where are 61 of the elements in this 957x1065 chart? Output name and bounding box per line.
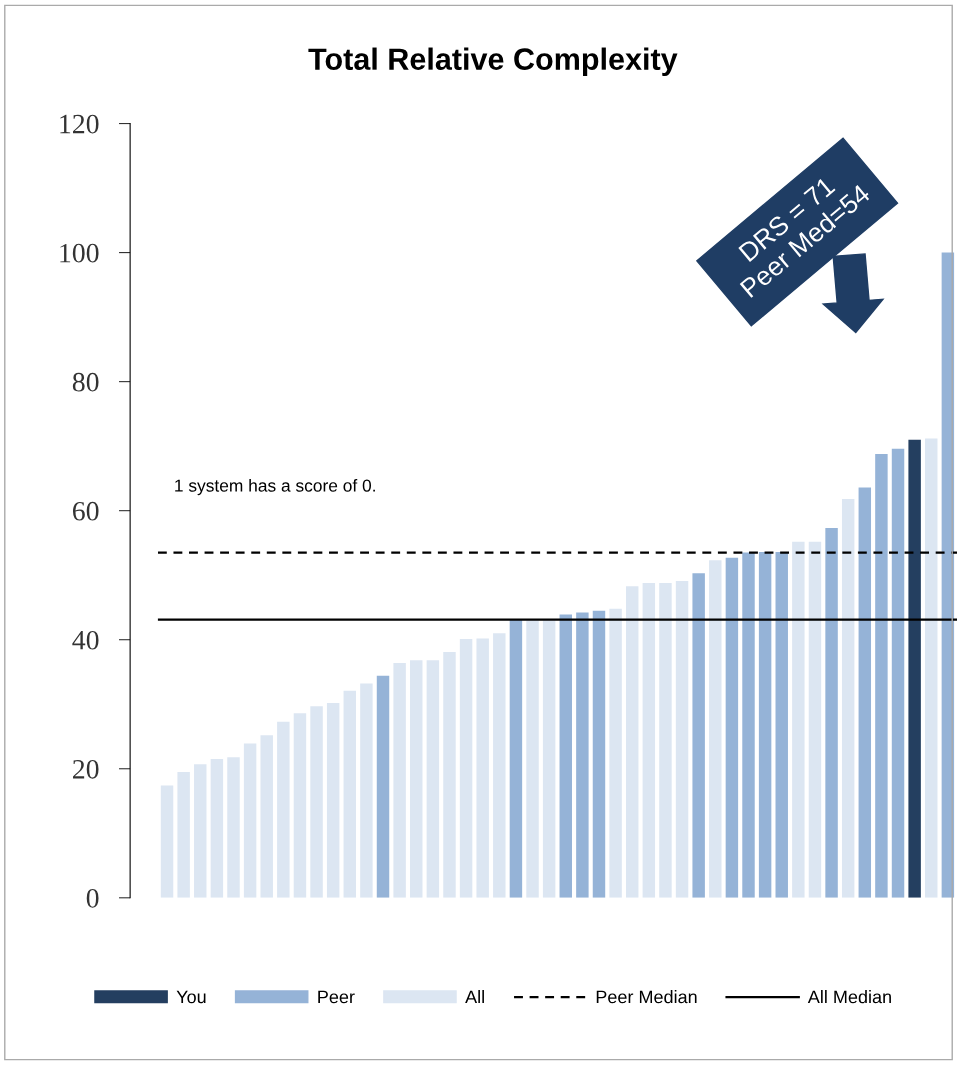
bar [841,499,855,898]
bar [792,541,805,898]
y-tick-label: 120 [60,114,99,134]
bar [260,735,273,898]
bar [891,448,905,898]
bar [393,662,406,898]
bar [758,551,772,898]
bar [443,651,456,898]
bar [692,573,705,898]
y-tick-label: 60 [72,501,99,521]
bar [177,771,190,898]
bar [609,608,622,898]
legend-label: All [465,990,484,1004]
bar [925,438,938,898]
bar [310,706,323,898]
bar [194,764,207,898]
y-tick-label: 40 [72,630,99,650]
bar [908,439,921,898]
bar [675,581,689,898]
bar [227,757,240,898]
chart-title: Total Relative Complexity [308,47,678,77]
bar [659,582,672,898]
y-tick-label: 80 [72,372,99,392]
bar [493,633,506,898]
bar [210,759,224,898]
legend-label: All Median [807,990,891,1004]
y-tick-label: 0 [86,888,99,908]
legend-label: You [176,990,206,1004]
bar [725,557,739,898]
legend-label: Peer Median [596,990,697,1004]
bar [360,683,373,898]
annotation: 1 system has a score of 0. [175,479,375,496]
bar [243,743,257,898]
y-tick-label: 100 [60,243,99,263]
bar [642,582,656,898]
bar [858,487,872,898]
bar [410,660,423,898]
bar [343,690,357,898]
bar [277,721,290,898]
bar [376,675,390,898]
bar [559,614,572,898]
bar [476,638,489,898]
bar [775,551,788,898]
bar [875,453,888,898]
bar [542,620,556,898]
y-tick-label: 20 [73,759,99,779]
bar [526,620,539,898]
bar [326,702,340,898]
bar [293,713,307,898]
bar [709,560,722,898]
bar [808,541,822,898]
bar [625,586,639,898]
bar [509,619,523,898]
bar [459,639,473,898]
legend-label: Peer [318,990,355,1004]
bar [576,612,589,898]
bar [426,660,440,898]
bar [825,528,838,898]
bar [592,610,606,898]
bar [160,785,174,898]
bar [742,552,755,898]
